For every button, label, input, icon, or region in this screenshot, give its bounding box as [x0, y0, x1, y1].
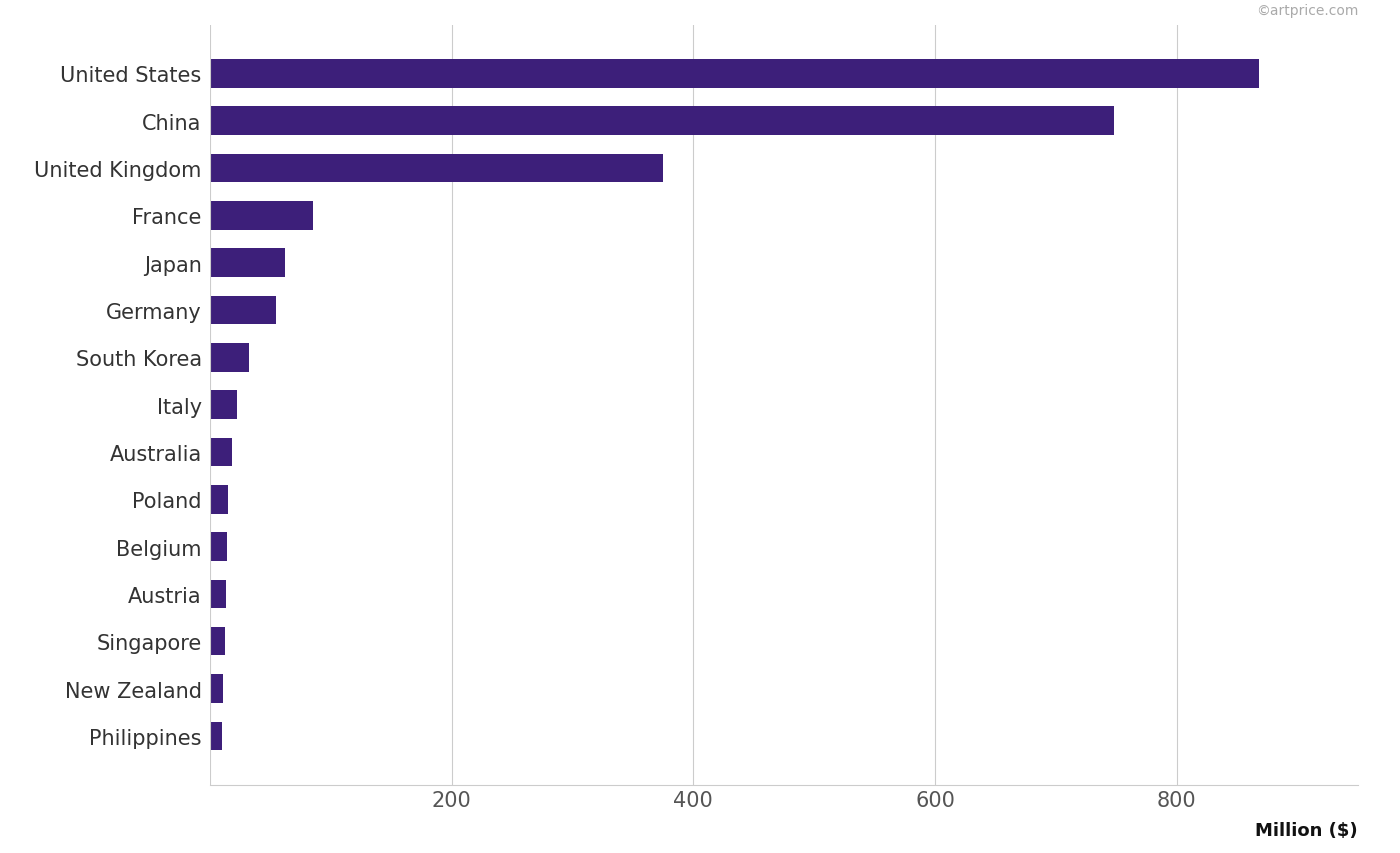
Bar — [210, 60, 1259, 89]
Bar — [210, 391, 237, 420]
Bar — [210, 154, 664, 183]
Bar — [210, 249, 286, 277]
Bar — [210, 722, 223, 751]
Bar — [210, 344, 249, 372]
Bar — [210, 202, 312, 230]
Bar — [210, 580, 225, 608]
Bar — [210, 297, 276, 325]
Bar — [210, 107, 1114, 136]
X-axis label: Million ($): Million ($) — [1256, 821, 1358, 838]
Bar — [210, 533, 227, 561]
Text: ©artprice.com: ©artprice.com — [1256, 4, 1358, 18]
Bar — [210, 675, 223, 703]
Bar — [210, 627, 224, 656]
Bar — [210, 485, 228, 514]
Bar — [210, 438, 232, 467]
